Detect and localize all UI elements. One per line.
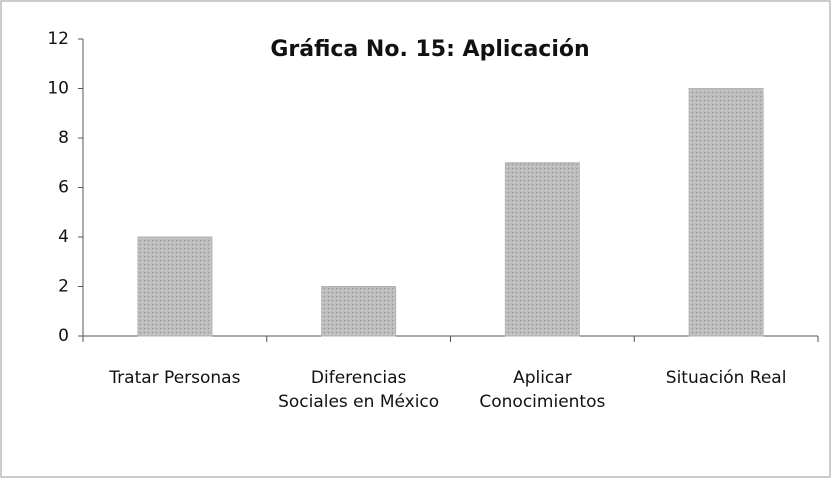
y-tick-label: 12 (47, 29, 69, 49)
y-tick-label: 10 (47, 79, 69, 99)
bar (137, 236, 213, 337)
bar (688, 88, 764, 337)
bar (504, 162, 580, 337)
y-tick-label: 8 (58, 128, 69, 148)
chart-title: Gráfica No. 15: Aplicación (270, 37, 589, 62)
y-tick-label: 4 (58, 227, 69, 247)
x-tick-label: Aplicar Conocimientos (479, 368, 606, 412)
x-tick-label: Situación Real (665, 368, 787, 388)
x-tick-label: Tratar Personas (109, 368, 241, 388)
y-tick-label: 0 (58, 326, 69, 346)
x-tick-label: Diferencias Sociales en México (278, 368, 440, 412)
y-tick-label: 6 (58, 178, 69, 198)
y-tick-label: 2 (58, 277, 69, 297)
bar (321, 286, 397, 337)
